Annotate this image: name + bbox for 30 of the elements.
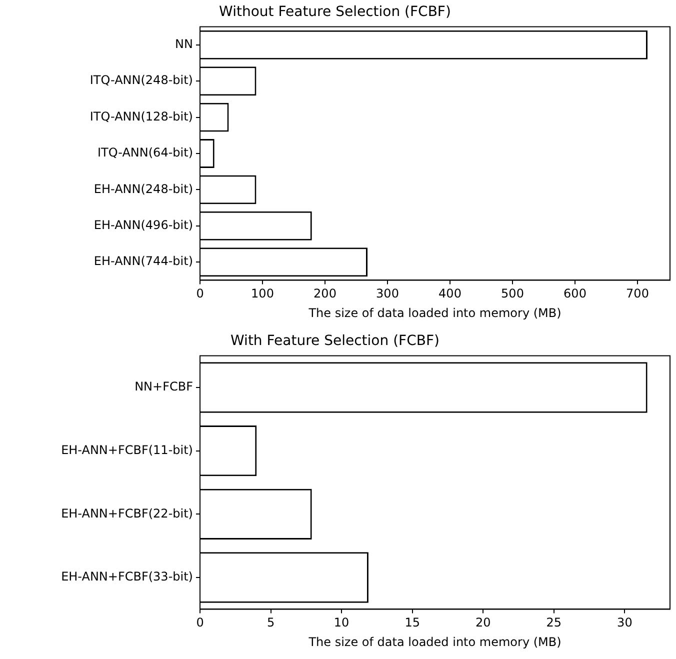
y-tick-label: EH-ANN+FCBF(22-bit) [61, 506, 193, 520]
x-tick-label: 400 [438, 286, 462, 301]
y-tick-label: EH-ANN+FCBF(33-bit) [61, 570, 193, 584]
y-tick-label: EH-ANN(248-bit) [94, 182, 193, 196]
x-tick-label: 600 [564, 286, 586, 301]
y-tick-label: ITQ-ANN(64-bit) [98, 146, 193, 160]
x-tick-label: 300 [376, 286, 399, 301]
x-tick-label: 10 [334, 616, 350, 630]
x-tick-label: 700 [626, 286, 649, 301]
y-tick-label: EH-ANN+FCBF(11-bit) [61, 442, 193, 457]
x-tick-label: 15 [404, 616, 420, 630]
x-tick-label: 100 [251, 286, 274, 301]
x-tick-label: 30 [617, 616, 632, 630]
y-tick-label: NN [175, 37, 193, 52]
x-tick-label: 0 [196, 286, 204, 301]
x-tick-label: 0 [196, 616, 204, 630]
chart-title: With Feature Selection (FCBF) [230, 333, 440, 350]
chart-title: Without Feature Selection (FCBF) [219, 4, 451, 20]
x-tick-label: 20 [475, 616, 491, 630]
y-tick-label: EH-ANN(744-bit) [94, 254, 193, 268]
x-tick-label: 25 [546, 616, 562, 630]
x-tick-label: 500 [501, 286, 524, 301]
x-axis-title: The size of data loaded into memory (MB) [308, 634, 562, 649]
x-tick-label: 200 [314, 286, 336, 301]
x-axis-title: The size of data loaded into memory (MB) [308, 306, 562, 320]
y-tick-label: ITQ-ANN(128-bit) [90, 109, 193, 124]
y-tick-label: ITQ-ANN(248-bit) [90, 73, 193, 88]
x-tick-label: 5 [266, 616, 275, 630]
y-tick-label: EH-ANN(496-bit) [94, 218, 193, 232]
y-tick-label: NN+FCBF [134, 380, 194, 394]
